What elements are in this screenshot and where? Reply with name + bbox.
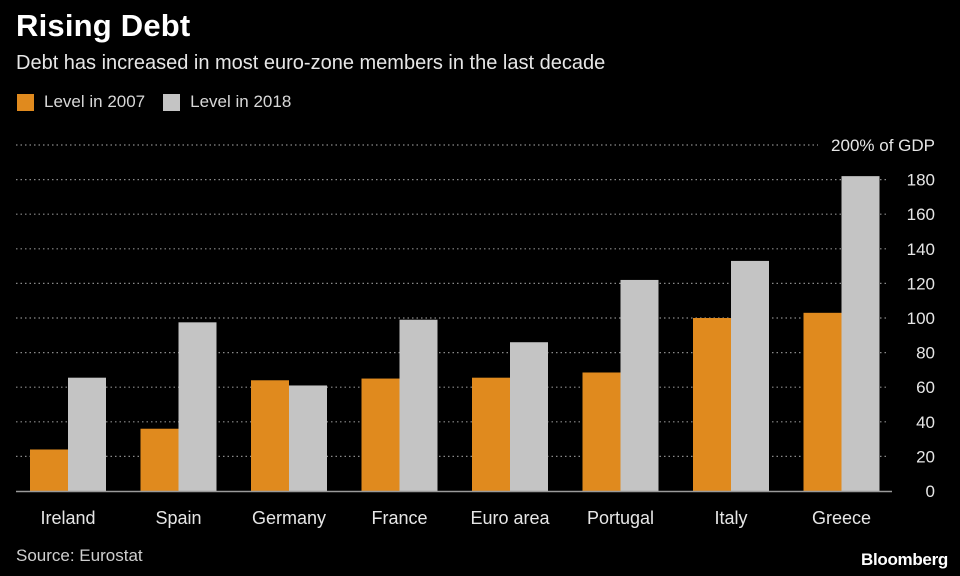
bloomberg-logo: Bloomberg xyxy=(860,550,948,569)
legend-label-2018: Level in 2018 xyxy=(190,92,292,111)
legend-item-2018: Level in 2018 xyxy=(163,92,291,112)
y-tick-label: 80 xyxy=(916,344,935,363)
axes: 0 20 40 60 80 100 120 140 160 180 200% of GDP Irela… xyxy=(16,136,935,528)
bar-2018-euro-area xyxy=(510,342,548,491)
y-tick-label: 140 xyxy=(907,240,935,259)
y-tick-label: 160 xyxy=(907,205,935,224)
bar-2007-germany xyxy=(251,380,289,491)
bar-2018-germany xyxy=(289,385,327,491)
x-tick-label: Greece xyxy=(812,508,871,528)
bar-2018-greece xyxy=(841,176,880,491)
x-tick-label: Spain xyxy=(155,508,201,528)
bar-2007-euro-area xyxy=(472,377,510,491)
x-tick-label: Portugal xyxy=(587,508,654,528)
bar-2007-italy xyxy=(693,318,731,491)
bar-2018-portugal xyxy=(620,279,659,491)
x-tick-label: Euro area xyxy=(470,508,550,528)
y-tick-label: 120 xyxy=(907,274,935,293)
chart-title: Rising Debt xyxy=(16,8,191,43)
bar-2007-portugal xyxy=(582,372,621,491)
legend-item-2007: Level in 2007 xyxy=(17,92,145,112)
chart-subtitle: Debt has increased in most euro-zone mem… xyxy=(16,52,606,74)
bar-2018-spain xyxy=(178,322,217,491)
bar-2007-greece xyxy=(803,312,842,491)
bar-2007-spain xyxy=(140,428,179,491)
y-tick-label: 60 xyxy=(916,378,935,397)
legend-label-2007: Level in 2007 xyxy=(44,92,146,111)
legend: Level in 2007 Level in 2018 xyxy=(17,92,309,112)
bar-2018-italy xyxy=(731,260,769,491)
source-note: Source: Eurostat xyxy=(16,546,143,565)
bars xyxy=(30,176,880,491)
legend-swatch-2018 xyxy=(163,93,181,111)
x-tick-label: Germany xyxy=(252,508,326,528)
y-tick-label: 180 xyxy=(907,171,935,190)
y-tick-label: 40 xyxy=(916,413,935,432)
bar-2007-ireland xyxy=(30,449,68,491)
y-tick-label: 100 xyxy=(907,309,935,328)
y-tick-label: 200% of GDP xyxy=(831,136,935,155)
bar-2018-ireland xyxy=(68,377,106,491)
x-tick-label: France xyxy=(371,508,427,528)
bar-2018-france xyxy=(399,319,438,491)
x-tick-label: Ireland xyxy=(40,508,95,528)
legend-swatch-2007 xyxy=(17,93,34,111)
x-tick-label: Italy xyxy=(714,508,747,528)
bar-2007-france xyxy=(361,378,400,491)
y-tick-label: 0 xyxy=(926,482,935,501)
y-tick-label: 20 xyxy=(916,447,935,466)
